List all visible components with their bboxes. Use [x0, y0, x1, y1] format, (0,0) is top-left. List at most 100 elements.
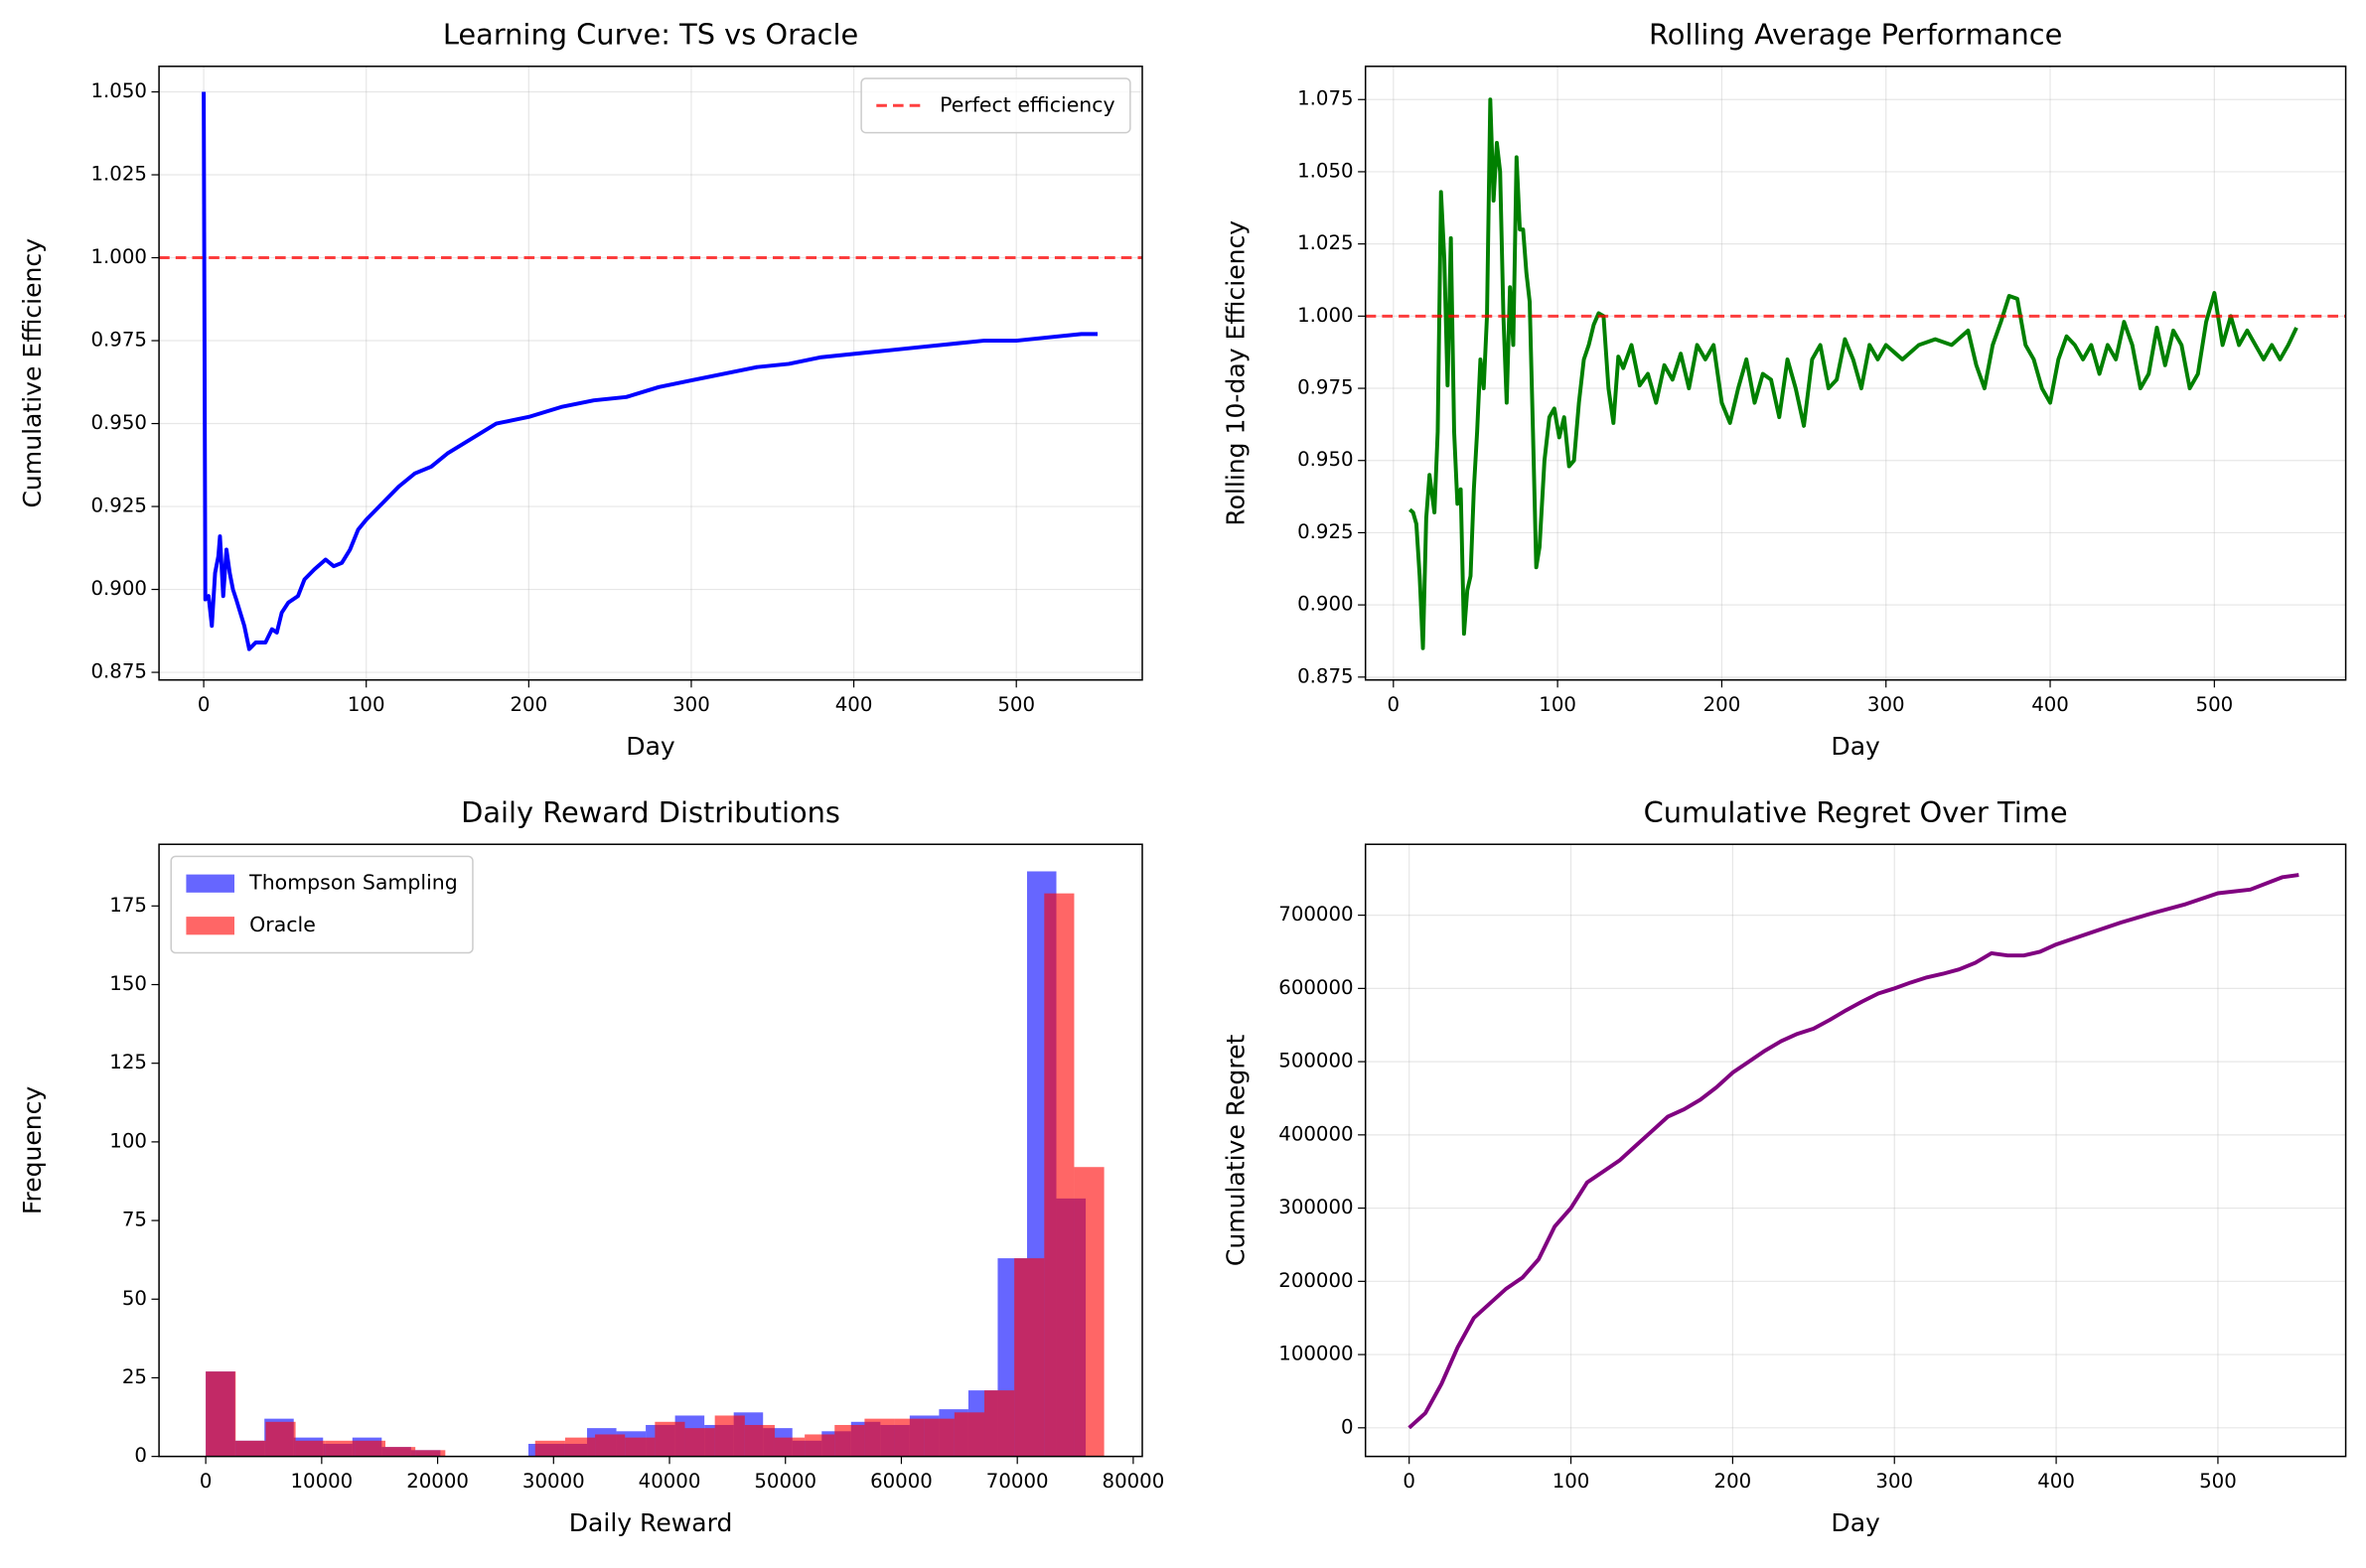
- y-tick-label: 1.000: [90, 245, 146, 268]
- y-tick-label: 700000: [1278, 903, 1353, 926]
- histogram-bar: [954, 1412, 985, 1457]
- x-tick-label: 100: [1553, 1470, 1590, 1493]
- y-tick-label: 25: [122, 1365, 147, 1388]
- y-axis-label: Cumulative Regret: [1222, 1035, 1251, 1267]
- x-axis-label: Day: [626, 732, 675, 761]
- axes-frame: [158, 843, 1143, 1458]
- histogram-bar: [984, 1390, 1015, 1457]
- x-tick-label: 20000: [406, 1470, 469, 1493]
- histogram-bar: [894, 1418, 925, 1457]
- y-tick-label: 0.900: [1297, 593, 1353, 616]
- x-tick-label: 300: [672, 693, 710, 716]
- chart-title: Cumulative Regret Over Time: [1644, 795, 2068, 829]
- y-tick-label: 400000: [1278, 1122, 1353, 1145]
- histogram-bar: [714, 1415, 745, 1457]
- data-line: [202, 91, 1099, 651]
- legend-swatch: [186, 874, 235, 893]
- histogram-bar: [235, 1440, 266, 1457]
- y-tick-label: 0.950: [90, 411, 146, 434]
- x-axis-label: Day: [1831, 732, 1880, 761]
- y-tick-label: 0.975: [1297, 376, 1353, 399]
- y-axis-label: Frequency: [18, 1086, 47, 1215]
- x-tick-label: 0: [200, 1470, 213, 1493]
- x-tick-label: 40000: [639, 1470, 701, 1493]
- x-tick-label: 200: [1714, 1470, 1752, 1493]
- x-tick-label: 400: [835, 693, 873, 716]
- legend-box: [170, 855, 474, 954]
- plot-area: [1407, 873, 2299, 1430]
- x-tick-label: 30000: [522, 1470, 585, 1493]
- histogram-bar: [415, 1450, 446, 1457]
- x-tick-label: 400: [2037, 1470, 2075, 1493]
- legend-label: Thompson Sampling: [248, 871, 458, 895]
- y-tick-label: 175: [109, 894, 147, 917]
- y-tick-label: 100: [109, 1129, 147, 1152]
- histogram-bar: [625, 1437, 656, 1457]
- y-tick-label: 150: [109, 972, 147, 995]
- y-tick-label: 0.900: [90, 577, 146, 600]
- x-axis-label: Day: [1831, 1508, 1880, 1537]
- x-tick-label: 70000: [986, 1470, 1049, 1493]
- y-tick-label: 1.050: [90, 79, 146, 102]
- legend-swatch: [186, 917, 235, 935]
- histogram-bar: [385, 1447, 416, 1457]
- y-tick-label: 300000: [1278, 1196, 1353, 1218]
- histogram-bar: [595, 1434, 626, 1457]
- x-tick-label: 50000: [754, 1470, 816, 1493]
- data-line: [1407, 873, 2299, 1430]
- histogram-bar: [924, 1418, 955, 1457]
- x-tick-label: 500: [997, 693, 1035, 716]
- histogram-bar: [534, 1440, 565, 1457]
- y-axis-label: Cumulative Efficiency: [18, 238, 47, 508]
- x-tick-label: 0: [1403, 1470, 1415, 1493]
- y-tick-label: 125: [109, 1051, 147, 1073]
- histogram-bar: [805, 1434, 835, 1457]
- x-tick-label: 500: [2199, 1470, 2237, 1493]
- axes-frame: [1364, 843, 2347, 1458]
- y-tick-label: 0.950: [1297, 448, 1353, 471]
- histogram-bar: [684, 1428, 715, 1457]
- x-axis-label: Daily Reward: [569, 1508, 733, 1537]
- legend-box: [860, 77, 1131, 134]
- chart-title: Daily Reward Distributions: [461, 795, 840, 829]
- y-tick-label: 0.925: [1297, 520, 1353, 543]
- axes-frame: [1364, 66, 2347, 681]
- y-tick-label: 100000: [1278, 1343, 1353, 1365]
- y-tick-label: 0.925: [90, 495, 146, 517]
- y-tick-label: 1.000: [1297, 304, 1353, 327]
- x-tick-label: 80000: [1103, 1470, 1165, 1493]
- histogram-bar: [774, 1437, 806, 1457]
- histogram-bar: [834, 1424, 865, 1457]
- histogram-bar: [1074, 1167, 1105, 1457]
- x-tick-label: 500: [2196, 693, 2234, 716]
- x-tick-label: 100: [1539, 693, 1576, 716]
- histogram-bar: [655, 1421, 685, 1457]
- legend: Thompson Sampling Oracle: [170, 855, 474, 954]
- x-tick-label: 0: [198, 693, 211, 716]
- legend-label: Perfect efficiency: [940, 92, 1115, 116]
- y-tick-label: 1.025: [1297, 231, 1353, 254]
- y-tick-label: 500000: [1278, 1050, 1353, 1072]
- histogram-bar: [295, 1440, 326, 1457]
- y-tick-label: 200000: [1278, 1269, 1353, 1292]
- axes-frame: [158, 66, 1143, 681]
- x-tick-label: 100: [348, 693, 385, 716]
- histogram-bar: [325, 1440, 356, 1457]
- histogram-bar: [265, 1421, 296, 1457]
- x-tick-label: 200: [511, 693, 548, 716]
- y-tick-label: 1.075: [1297, 87, 1353, 110]
- chart-title: Learning Curve: TS vs Oracle: [443, 17, 858, 51]
- y-tick-label: 0.875: [1297, 664, 1353, 687]
- y-tick-label: 75: [122, 1209, 147, 1231]
- data-line: [1408, 97, 2298, 650]
- y-tick-label: 0: [1341, 1415, 1354, 1438]
- histogram-bar: [564, 1437, 596, 1457]
- y-tick-label: 0.875: [90, 660, 146, 683]
- y-tick-label: 1.025: [90, 163, 146, 186]
- y-tick-label: 1.050: [1297, 159, 1353, 182]
- plot-area: [1365, 97, 2346, 650]
- legend-label: Oracle: [249, 913, 316, 936]
- x-tick-label: 200: [1703, 693, 1741, 716]
